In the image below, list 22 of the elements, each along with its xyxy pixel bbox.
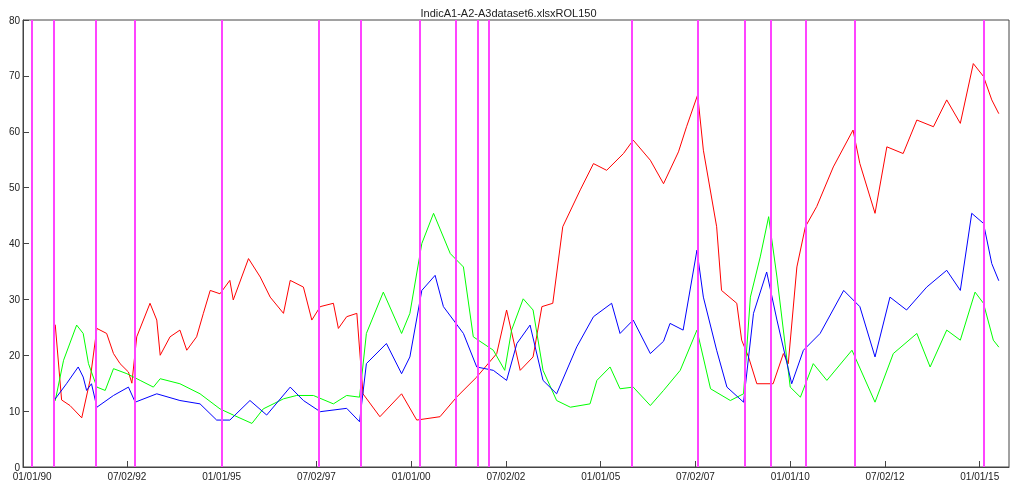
x-tick-label: 07/02/12 [865,470,905,482]
x-tick-label: 07/02/02 [486,470,526,482]
x-tick-label: 01/01/00 [391,470,432,482]
y-tick-label: 40 [8,238,21,249]
x-tick-label: 01/01/10 [770,470,811,482]
x-tick-label: 01/01/05 [581,470,621,482]
y-tick-label: 60 [8,126,21,138]
y-tick-label: 50 [8,182,21,194]
y-tick-label: 0 [14,461,21,473]
y-tick-label: 80 [8,14,21,26]
x-tick-label: 01/01/95 [202,470,242,482]
y-tick-label: 20 [8,349,21,361]
x-tick-label: 07/02/97 [296,470,337,482]
y-tick-label: 10 [8,405,21,417]
y-tick-label: 30 [8,293,21,305]
x-tick-label: 07/02/92 [107,470,147,482]
x-tick-label: 01/01/15 [960,470,1000,482]
chart-title: IndicA1-A2-A3dataset6.xlsxROL150 [420,6,597,19]
x-tick-label: 07/02/07 [675,470,716,482]
line-series [54,63,1000,421]
y-tick-label: 70 [8,70,21,82]
x-tick-label: 01/01/90 [12,470,53,482]
